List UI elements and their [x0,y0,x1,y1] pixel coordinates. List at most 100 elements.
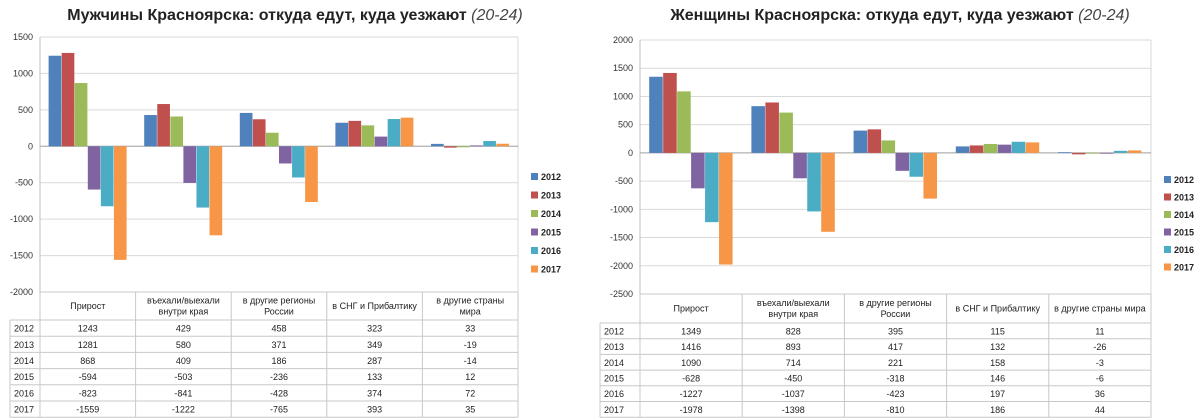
table-header-label: в СНГ и Прибалтику [332,301,417,311]
table-cell: 35 [465,405,475,415]
table-cell: -594 [79,372,97,382]
bar [1099,152,1114,154]
table-cell: -1978 [680,405,703,415]
chart-title-text: Мужчины Красноярска: откуда едут, куда у… [67,7,467,24]
bar [113,146,127,260]
bar [196,146,210,208]
table-cell: -26 [1093,342,1106,352]
bar [431,143,444,147]
bar [265,132,279,147]
bar [305,146,318,203]
table-cell: 395 [888,326,903,336]
bar [444,146,457,148]
table-header-label: въехали/выехали [757,298,830,308]
table-cell: -19 [464,340,477,350]
table-row-label: 2012 [14,324,34,334]
table-header-label: Прирост [70,301,105,311]
bar [157,104,170,147]
bar [348,120,362,147]
table-header-label: въехали/выехали [147,296,220,306]
table-row-label: 2016 [604,389,624,399]
legend-swatch [1164,193,1171,201]
table-cell: 458 [271,324,286,334]
table-cell: 72 [465,388,475,398]
table-row-label: 2013 [14,340,34,350]
table-cell: 1349 [681,326,701,336]
y-tick-label: -1000 [610,204,633,214]
table-cell: 11 [1095,326,1104,336]
table-cell: 580 [176,340,191,350]
table-cell: -428 [270,388,288,398]
table-header-label: в другие страны [436,296,504,306]
bar [719,152,733,265]
legend-swatch [531,173,538,180]
legend-swatch [1164,211,1171,218]
table-cell: -1559 [76,405,99,415]
bar [895,152,910,171]
table-cell: -1222 [172,405,195,415]
bar [677,91,691,153]
table-cell: 1243 [78,324,98,334]
legend-label: 2013 [1174,193,1194,203]
table-row-label: 2017 [14,405,34,415]
bar [361,125,375,147]
table-cell: -423 [886,389,904,399]
y-tick-label: -2000 [10,287,33,297]
bar [1071,152,1086,155]
bar [807,152,821,212]
bar [969,145,984,153]
bar [923,152,938,199]
bar [1127,150,1142,153]
table-row-label: 2013 [604,342,624,352]
table-header-label: России [881,309,911,319]
legend-label: 2016 [1174,245,1194,255]
table-cell: -628 [682,373,700,383]
legend-label: 2016 [541,246,561,256]
chart-panel-women: Женщины Красноярска: откуда едут, куда у… [599,0,1200,419]
bar [1057,152,1072,154]
table-cell: -236 [270,372,288,382]
bar [955,146,970,153]
table-row-label: 2017 [604,405,624,415]
legend-swatch [531,228,538,236]
bar-chart-men: 1500 1000 500 0 -500 -1000 -1500 -2000 2012 2013 2… [9,32,561,418]
legend-swatch [531,210,538,217]
y-tick-label: -500 [15,178,33,188]
table-cell: 133 [367,372,382,382]
table-cell: 828 [786,326,801,336]
table-cell: 287 [367,356,382,366]
bar [335,122,349,147]
legend-swatch [531,265,538,273]
bar [793,152,807,179]
y-tick-label: -1500 [610,233,633,243]
table-cell: -810 [886,405,904,415]
bar [48,55,62,147]
table-cell: -841 [174,388,192,398]
bar [457,146,470,148]
table-cell: 349 [367,340,382,350]
bar-chart-women: 2000 1500 1000 500 0 -500 -1000 -1500 -2000 -2500… [599,35,1194,418]
table-cell: 409 [176,356,191,366]
bar [239,112,253,147]
table-cell: -6 [1096,373,1104,383]
table-header-label: в СНГ и Прибалтику [955,304,1040,314]
y-tick-label: 500 [618,120,633,130]
bar [881,140,896,153]
bar [765,102,779,153]
bar [470,145,483,147]
bar [867,129,882,153]
table-cell: 146 [990,373,1005,383]
table-cell: 714 [786,358,801,368]
table-cell: -450 [784,373,802,383]
legend-swatch [531,191,538,199]
table-cell: 186 [271,356,286,366]
table-header-label: в другие страны мира [1054,304,1146,314]
table-cell: 132 [990,342,1005,352]
bar [87,146,101,190]
table-cell: 1090 [681,358,701,368]
bar [144,115,157,147]
table-cell: 868 [80,356,95,366]
table-row-label: 2015 [604,373,624,383]
y-tick-label: -1000 [10,214,33,224]
